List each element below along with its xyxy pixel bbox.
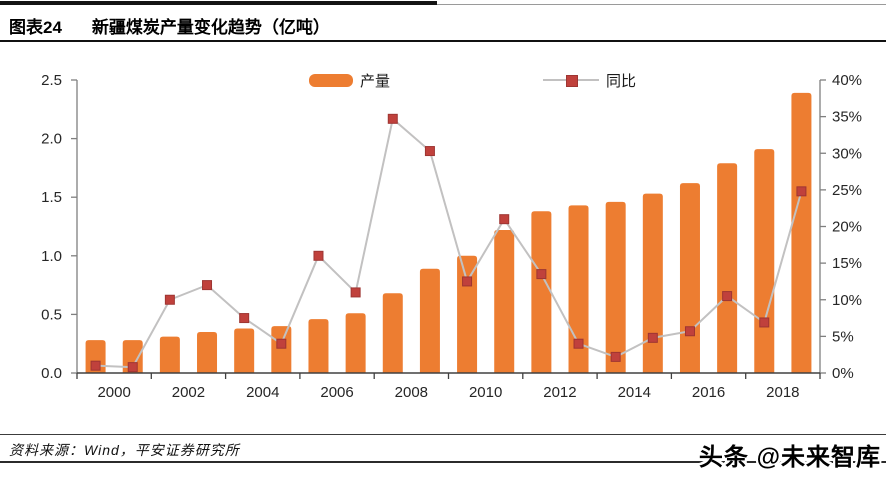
legend-item-production: 产量	[309, 71, 391, 90]
production-bar-2019	[791, 92, 812, 373]
production-bar-2013	[568, 205, 589, 373]
x-axis-year-label: 2018	[766, 384, 799, 401]
production-bar-2002	[159, 336, 180, 373]
right-axis-label: 15%	[832, 255, 862, 272]
production-legend-swatch	[309, 73, 353, 87]
right-axis-label: 25%	[832, 182, 862, 199]
yoy-marker-2008	[387, 113, 398, 124]
title-underline	[0, 40, 886, 42]
production-bar-2009	[419, 268, 440, 373]
yoy-marker-2003	[202, 280, 213, 291]
x-axis-year-label: 2000	[97, 384, 130, 401]
chart-number-label: 图表24	[9, 18, 62, 37]
production-bar-2003	[197, 331, 218, 373]
yoy-marker-2001	[127, 362, 138, 373]
x-axis-year-label: 2010	[469, 384, 502, 401]
production-bar-2008	[382, 293, 403, 373]
left-axis-label: 1.5	[41, 189, 62, 206]
left-axis-label: 0.5	[41, 306, 62, 323]
top-divider-line	[0, 4, 886, 5]
production-bar-2010	[457, 255, 478, 373]
chart-title-row: 图表24 新疆煤炭产量变化趋势（亿吨）	[9, 13, 879, 38]
x-axis-year-label: 2012	[543, 384, 576, 401]
x-axis-year-label: 2014	[618, 384, 651, 401]
data-source-note: 资料来源：Wind，平安证券研究所	[9, 442, 240, 458]
production-bar-2017	[717, 163, 738, 373]
coal-production-chart: 0.0 0.5 1.0 1.5 2.0 2.5 0% 5% 10% 15% 20% 25% 30% 35%…	[41, 72, 862, 401]
yoy-marker-2014	[610, 351, 621, 362]
watermark-logo: 头条 @未来智库	[698, 444, 881, 471]
x-axis-year-label: 2016	[692, 384, 725, 401]
top-accent-bar	[0, 1, 437, 5]
yoy-marker-2000	[90, 360, 101, 371]
production-bar-2007	[345, 313, 366, 373]
right-axis-label: 35%	[832, 109, 862, 126]
yoy-marker-2012	[536, 269, 547, 280]
x-axis-year-label: 2006	[320, 384, 353, 401]
yoy-marker-2009	[424, 146, 435, 157]
production-bar-2006	[308, 319, 329, 373]
production-legend-label: 产量	[360, 72, 391, 90]
left-axis-label: 0.0	[41, 365, 62, 382]
yoy-marker-2006	[313, 250, 324, 261]
right-axis-label: 20%	[832, 219, 862, 236]
yoy-marker-2007	[350, 287, 361, 298]
left-axis-label: 2.0	[41, 131, 62, 148]
yoy-marker-2015	[647, 332, 658, 343]
x-axis-year-label: 2002	[172, 384, 205, 401]
production-bar-2018	[754, 149, 775, 373]
yoy-line	[95, 116, 803, 369]
left-axis-label: 1.0	[41, 248, 62, 265]
right-axis-label: 30%	[832, 145, 862, 162]
yoy-marker-2010	[462, 276, 473, 287]
yoy-marker-2002	[164, 294, 175, 305]
legend-item-yoy: 同比	[543, 71, 637, 90]
yoy-legend-square-icon	[566, 75, 578, 87]
yoy-marker-2004	[239, 313, 250, 324]
yoy-marker-2005	[276, 338, 287, 349]
right-axis-label: 5%	[832, 328, 854, 345]
x-axis-year-label: 2004	[246, 384, 279, 401]
right-axis-label: 0%	[832, 365, 854, 382]
footer-divider-top	[0, 434, 886, 435]
left-axis-label: 2.5	[41, 72, 62, 89]
yoy-marker-2016	[684, 326, 695, 337]
production-bar-2016	[679, 183, 700, 373]
yoy-marker-2018	[759, 317, 770, 328]
yoy-marker-2017	[722, 291, 733, 302]
yoy-marker-2011	[499, 214, 510, 225]
footer-divider-bottom	[0, 461, 886, 463]
right-axis-label: 10%	[832, 292, 862, 309]
production-bar-2005	[271, 326, 292, 373]
yoy-marker-2019	[796, 186, 807, 197]
chart-title: 新疆煤炭产量变化趋势（亿吨）	[91, 18, 330, 37]
production-bar-2014	[605, 201, 626, 373]
production-bar-2011	[494, 230, 515, 373]
production-bar-2015	[642, 193, 663, 373]
x-axis-year-label: 2008	[395, 384, 428, 401]
production-bar-2012	[531, 211, 552, 373]
yoy-legend-marker	[543, 71, 599, 89]
right-axis-label: 40%	[832, 72, 862, 89]
production-bar-2004	[234, 328, 255, 373]
yoy-marker-2013	[573, 338, 584, 349]
yoy-legend-label: 同比	[606, 72, 637, 90]
